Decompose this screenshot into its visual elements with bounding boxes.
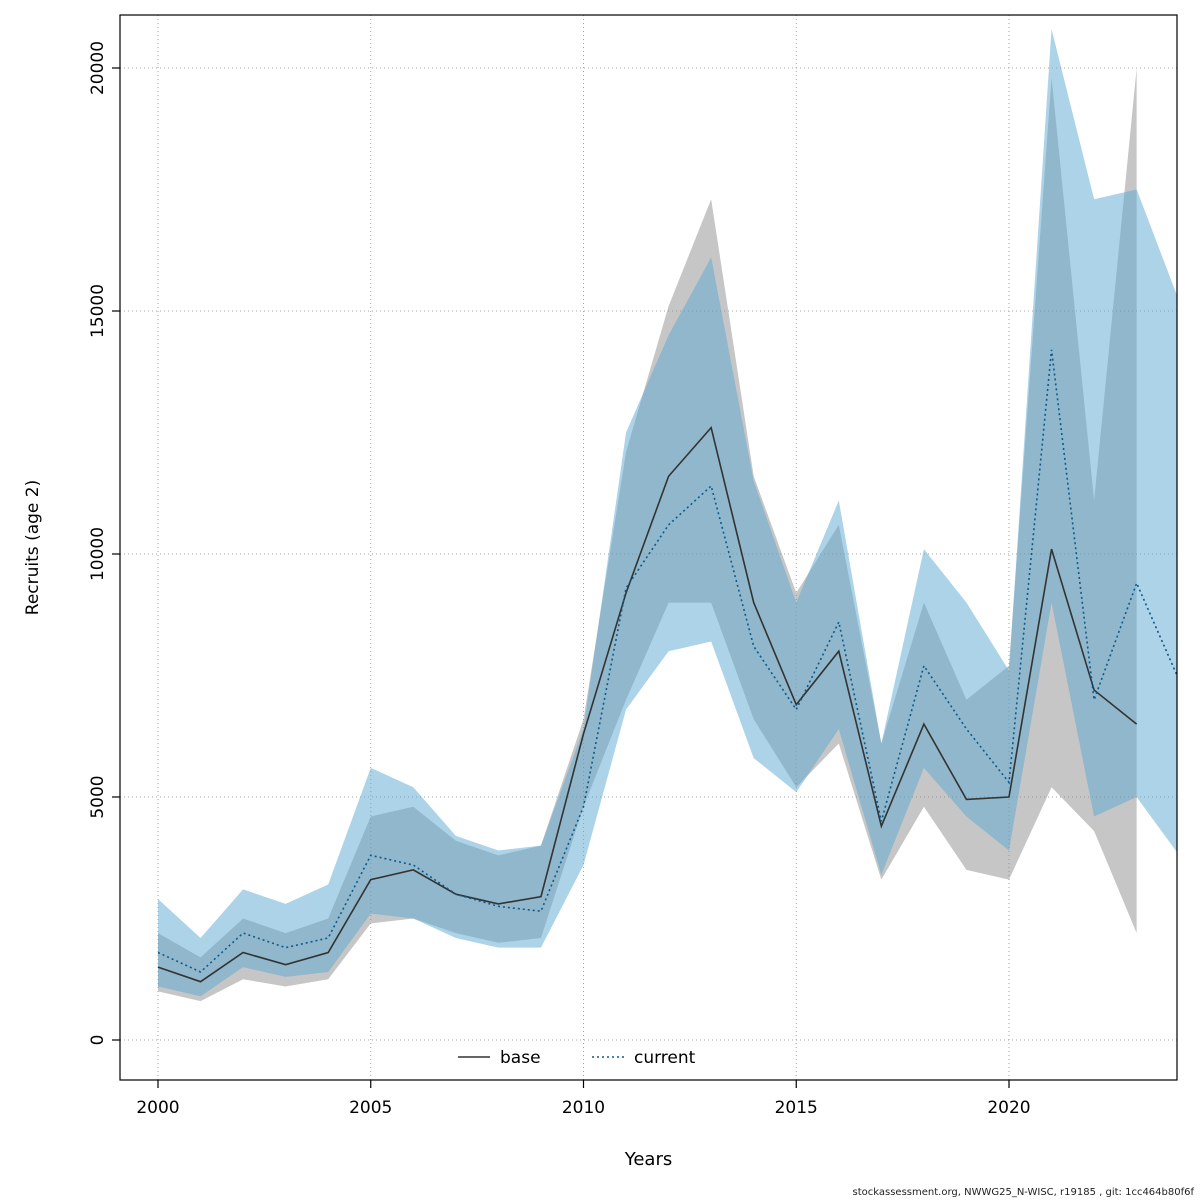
- current-line: [157, 349, 1177, 973]
- y-tick-label: 20000: [88, 41, 108, 95]
- y-tick-label: 5000: [88, 775, 108, 818]
- series-lines: [157, 349, 1177, 983]
- base-line: [157, 425, 1138, 983]
- y-tick-label: 15000: [88, 284, 108, 338]
- legend: base current: [458, 1048, 696, 1068]
- confidence-bands: [158, 29, 1177, 1002]
- y-tick-label: 0: [88, 1035, 108, 1046]
- x-tick-label: 2020: [987, 1098, 1030, 1118]
- gridlines: [120, 15, 1177, 1080]
- x-tick-label: 2005: [349, 1098, 392, 1118]
- x-axis-label: Years: [624, 1149, 673, 1170]
- x-tick-label: 2015: [775, 1098, 818, 1118]
- legend-current-label: current: [634, 1048, 696, 1068]
- current-confidence-band: [158, 29, 1177, 997]
- y-axis-label: Recruits (age 2): [23, 480, 43, 615]
- axes: 2000 2005 2010 2015 2020 0 5000 10000 15000 20000…: [23, 41, 1031, 1170]
- legend-base-label: base: [500, 1048, 541, 1068]
- x-tick-label: 2010: [562, 1098, 605, 1118]
- x-tick-label: 2000: [136, 1098, 179, 1118]
- plot-border: [119, 14, 1178, 1081]
- y-tick-label: 10000: [88, 527, 108, 581]
- footer-credit: stockassessment.org, NWWG25_N-WISC, r191…: [852, 1187, 1194, 1198]
